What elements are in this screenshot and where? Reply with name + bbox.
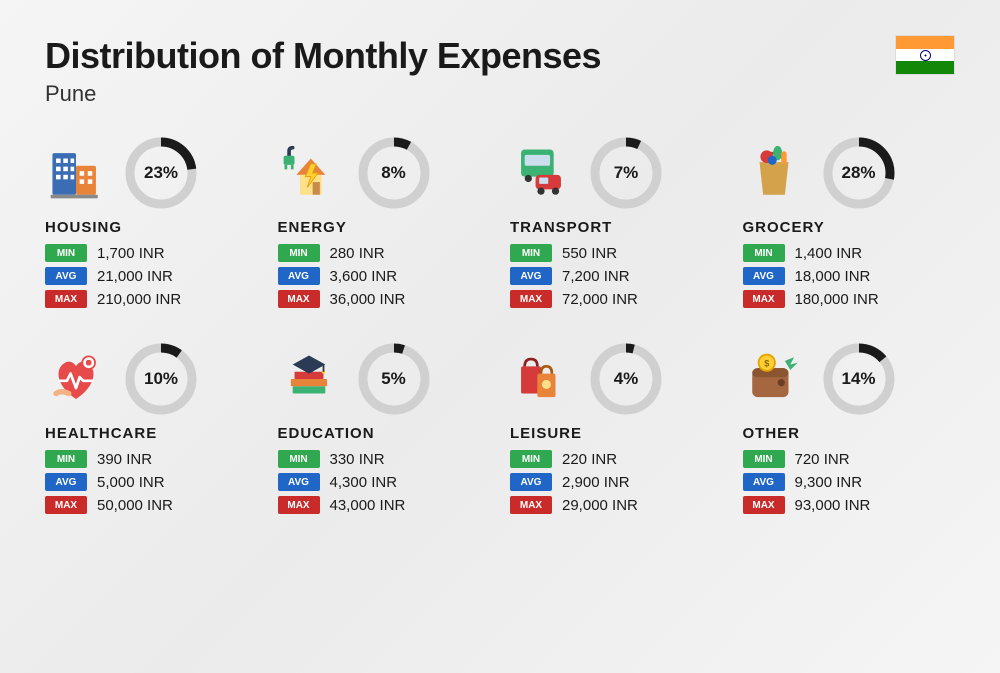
category-card-other: $ 14% OTHER MIN 720 INR AVG 9,300 INR MA… <box>743 343 956 519</box>
max-value: 210,000 INR <box>97 291 181 308</box>
percent-ring: 4% <box>590 343 662 415</box>
energy-icon <box>278 142 340 204</box>
title-block: Distribution of Monthly Expenses Pune <box>45 35 601 107</box>
svg-text:$: $ <box>764 358 769 368</box>
max-value: 93,000 INR <box>795 497 871 514</box>
max-value: 72,000 INR <box>562 291 638 308</box>
percent-ring: 28% <box>823 137 895 209</box>
min-value: 720 INR <box>795 451 850 468</box>
percent-label: 23% <box>125 137 197 209</box>
avg-value: 2,900 INR <box>562 474 630 491</box>
percent-ring: 23% <box>125 137 197 209</box>
category-name: GROCERY <box>743 219 956 236</box>
category-card-grocery: 28% GROCERY MIN 1,400 INR AVG 18,000 INR… <box>743 137 956 313</box>
category-name: HOUSING <box>45 219 258 236</box>
avg-value: 7,200 INR <box>562 268 630 285</box>
min-tag: MIN <box>743 450 785 468</box>
min-tag: MIN <box>45 244 87 262</box>
percent-label: 4% <box>590 343 662 415</box>
education-icon <box>278 348 340 410</box>
category-card-transport: 7% TRANSPORT MIN 550 INR AVG 7,200 INR M… <box>510 137 723 313</box>
category-card-education: 5% EDUCATION MIN 330 INR AVG 4,300 INR M… <box>278 343 491 519</box>
percent-ring: 5% <box>358 343 430 415</box>
min-value: 1,700 INR <box>97 245 165 262</box>
max-tag: MAX <box>45 496 87 514</box>
max-tag: MAX <box>743 496 785 514</box>
page-subtitle: Pune <box>45 81 601 107</box>
min-value: 280 INR <box>330 245 385 262</box>
max-tag: MAX <box>510 290 552 308</box>
categories-grid: 23% HOUSING MIN 1,700 INR AVG 21,000 INR… <box>45 137 955 519</box>
header: Distribution of Monthly Expenses Pune <box>45 35 955 107</box>
grocery-icon <box>743 142 805 204</box>
percent-ring: 7% <box>590 137 662 209</box>
housing-icon <box>45 142 107 204</box>
min-value: 390 INR <box>97 451 152 468</box>
min-tag: MIN <box>278 450 320 468</box>
avg-value: 5,000 INR <box>97 474 165 491</box>
percent-label: 14% <box>823 343 895 415</box>
category-card-leisure: 4% LEISURE MIN 220 INR AVG 2,900 INR MAX… <box>510 343 723 519</box>
category-name: ENERGY <box>278 219 491 236</box>
avg-value: 18,000 INR <box>795 268 871 285</box>
avg-tag: AVG <box>743 267 785 285</box>
max-value: 36,000 INR <box>330 291 406 308</box>
healthcare-icon <box>45 348 107 410</box>
min-value: 1,400 INR <box>795 245 863 262</box>
max-tag: MAX <box>743 290 785 308</box>
category-name: EDUCATION <box>278 425 491 442</box>
other-icon: $ <box>743 348 805 410</box>
min-tag: MIN <box>278 244 320 262</box>
avg-value: 21,000 INR <box>97 268 173 285</box>
avg-tag: AVG <box>278 473 320 491</box>
avg-value: 9,300 INR <box>795 474 863 491</box>
avg-tag: AVG <box>510 267 552 285</box>
max-value: 180,000 INR <box>795 291 879 308</box>
max-value: 43,000 INR <box>330 497 406 514</box>
category-card-healthcare: 10% HEALTHCARE MIN 390 INR AVG 5,000 INR… <box>45 343 258 519</box>
avg-tag: AVG <box>45 473 87 491</box>
category-card-energy: 8% ENERGY MIN 280 INR AVG 3,600 INR MAX … <box>278 137 491 313</box>
avg-tag: AVG <box>45 267 87 285</box>
transport-icon <box>510 142 572 204</box>
avg-value: 3,600 INR <box>330 268 398 285</box>
min-value: 550 INR <box>562 245 617 262</box>
category-name: OTHER <box>743 425 956 442</box>
india-flag-icon <box>895 35 955 75</box>
percent-label: 28% <box>823 137 895 209</box>
min-value: 220 INR <box>562 451 617 468</box>
max-tag: MAX <box>278 496 320 514</box>
min-value: 330 INR <box>330 451 385 468</box>
avg-tag: AVG <box>510 473 552 491</box>
min-tag: MIN <box>510 450 552 468</box>
percent-ring: 8% <box>358 137 430 209</box>
percent-ring: 10% <box>125 343 197 415</box>
min-tag: MIN <box>510 244 552 262</box>
percent-label: 5% <box>358 343 430 415</box>
avg-tag: AVG <box>278 267 320 285</box>
category-name: TRANSPORT <box>510 219 723 236</box>
category-name: HEALTHCARE <box>45 425 258 442</box>
max-tag: MAX <box>278 290 320 308</box>
category-card-housing: 23% HOUSING MIN 1,700 INR AVG 21,000 INR… <box>45 137 258 313</box>
leisure-icon <box>510 348 572 410</box>
max-tag: MAX <box>45 290 87 308</box>
percent-label: 8% <box>358 137 430 209</box>
min-tag: MIN <box>743 244 785 262</box>
percent-ring: 14% <box>823 343 895 415</box>
max-value: 50,000 INR <box>97 497 173 514</box>
max-tag: MAX <box>510 496 552 514</box>
category-name: LEISURE <box>510 425 723 442</box>
avg-value: 4,300 INR <box>330 474 398 491</box>
max-value: 29,000 INR <box>562 497 638 514</box>
min-tag: MIN <box>45 450 87 468</box>
avg-tag: AVG <box>743 473 785 491</box>
percent-label: 10% <box>125 343 197 415</box>
page-title: Distribution of Monthly Expenses <box>45 35 601 77</box>
percent-label: 7% <box>590 137 662 209</box>
